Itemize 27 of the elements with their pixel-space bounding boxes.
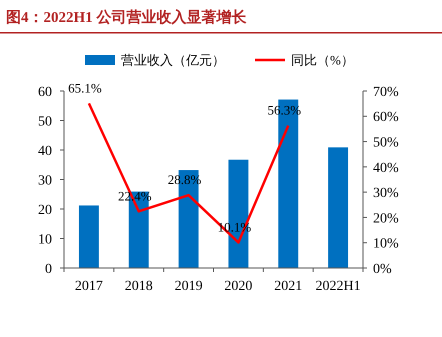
x-tick-label: 2018 (124, 279, 153, 294)
y2-tick-label: 20% (373, 211, 399, 226)
y2-tick-label: 0% (373, 262, 392, 277)
legend-label: 同比（%） (291, 52, 354, 68)
y-tick-label: 0 (45, 262, 52, 277)
x-tick-label: 2019 (174, 279, 203, 294)
x-tick-label: 2020 (224, 279, 252, 294)
y-tick-label: 10 (38, 232, 52, 248)
x-tick-label: 2017 (74, 279, 103, 294)
data-label: 65.1% (68, 80, 102, 96)
legend-label: 营业收入（亿元） (121, 52, 225, 68)
y2-tick-label: 60% (373, 110, 399, 126)
x-tick-label: 2022H1 (316, 279, 361, 294)
y2-tick-label: 10% (373, 236, 399, 252)
y2-tick-label: 40% (373, 160, 399, 176)
y2-tick-label: 30% (373, 186, 399, 202)
y-tick-label: 60 (38, 84, 52, 100)
chart-title: 图4：2022H1 公司营业收入显著增长 (6, 9, 248, 26)
y-tick-label: 30 (38, 173, 52, 188)
y-tick-label: 50 (38, 114, 52, 130)
bar (78, 205, 99, 268)
y2-tick-label: 70% (373, 84, 399, 100)
y-tick-label: 40 (38, 144, 52, 159)
x-tick-label: 2021 (274, 279, 302, 294)
y-tick-label: 20 (38, 202, 52, 218)
bar (328, 147, 348, 268)
y2-tick-label: 50% (373, 135, 399, 150)
